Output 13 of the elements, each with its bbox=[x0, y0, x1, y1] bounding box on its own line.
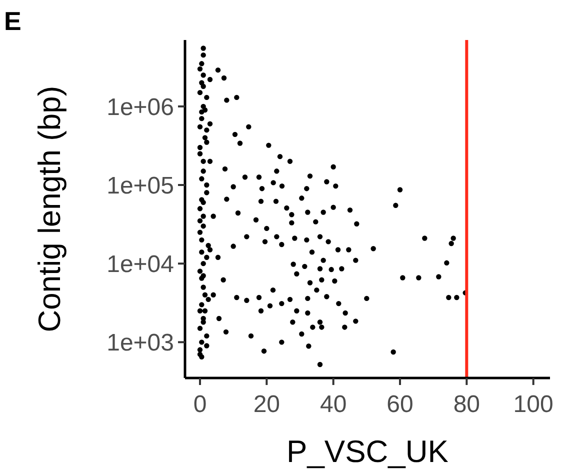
x-tick-label: 80 bbox=[453, 391, 480, 418]
y-tick-label: 1e+05 bbox=[106, 172, 174, 200]
y-axis-title: Contig length (bp) bbox=[32, 86, 67, 332]
x-axis-title: P_VSC_UK bbox=[286, 434, 449, 469]
y-tick-label: 1e+06 bbox=[106, 94, 174, 121]
y-tick-label: 1e+04 bbox=[106, 250, 174, 278]
x-tick-label: 0 bbox=[193, 391, 207, 418]
x-tick-label: 100 bbox=[513, 391, 554, 418]
x-tick-label: 60 bbox=[386, 391, 414, 418]
x-tick-label: 20 bbox=[253, 391, 280, 418]
x-tick-label: 40 bbox=[320, 391, 347, 418]
chart-title: E bbox=[4, 6, 22, 36]
y-tick-label: 1e+03 bbox=[106, 330, 174, 357]
